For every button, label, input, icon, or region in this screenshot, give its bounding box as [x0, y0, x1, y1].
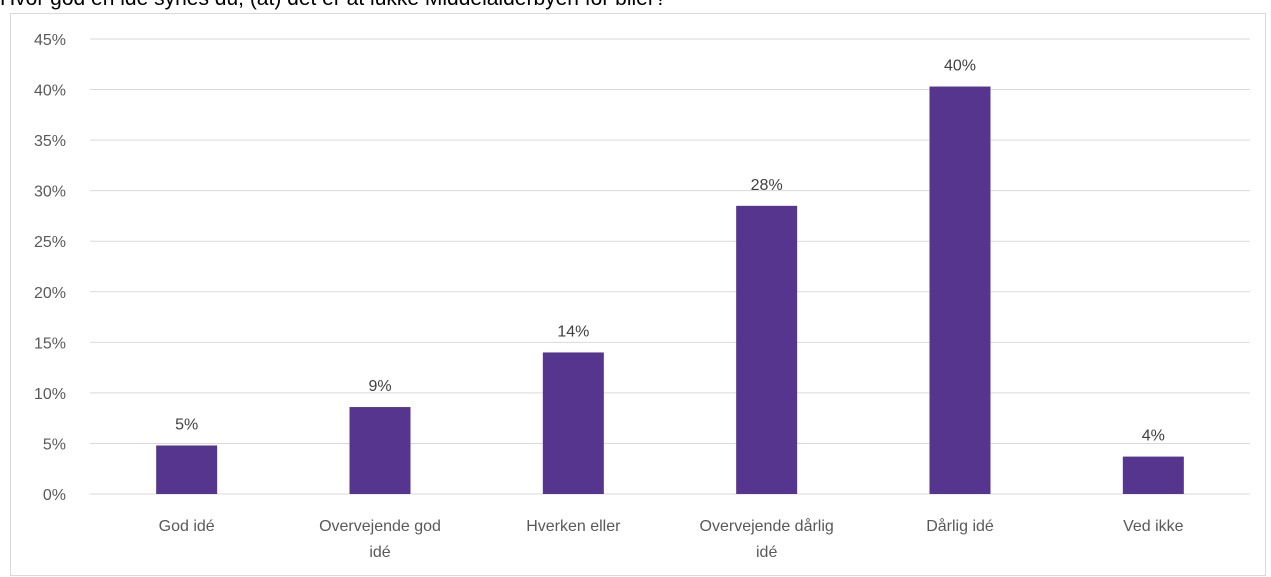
x-category-label: Overvejende dårlig: [700, 517, 834, 535]
y-tick-label: 45%: [34, 32, 66, 49]
y-tick-label: 40%: [34, 83, 66, 100]
x-category-label: God idé: [159, 518, 215, 535]
bar-value-labels: 5% 9% 14% 28% 40% 4%: [175, 58, 1165, 445]
bar: [542, 352, 604, 494]
x-category-label: Overvejende god: [319, 518, 441, 535]
bar-value-label: 5%: [175, 416, 198, 433]
x-category-label: Dårlig idé: [926, 517, 994, 535]
y-tick-label: 15%: [34, 335, 66, 352]
y-axis-ticks: 0% 5% 10% 15% 20% 25% 30% 35% 40% 45%: [34, 32, 66, 504]
gridlines: [90, 38, 1250, 495]
y-tick-label: 0%: [43, 487, 66, 504]
bar: [156, 445, 218, 494]
x-category-label: Hverken eller: [526, 518, 621, 535]
bar: [736, 205, 798, 495]
bar-value-label: 4%: [1142, 428, 1165, 445]
y-tick-label: 10%: [34, 386, 66, 403]
chart-frame: [10, 13, 1266, 576]
bars: [156, 86, 1184, 495]
bar-value-label: 40%: [944, 58, 976, 75]
y-tick-label: 5%: [43, 436, 66, 453]
bar: [1122, 456, 1184, 494]
bar-value-label: 14%: [557, 323, 589, 340]
x-category-label: idé: [756, 544, 777, 561]
y-tick-label: 30%: [34, 184, 66, 201]
chart-title: Hvor god en idé synes du, (at) det er at…: [0, 0, 1271, 12]
y-tick-label: 25%: [34, 234, 66, 251]
bar: [349, 407, 411, 494]
bar-value-label: 9%: [368, 378, 391, 395]
bar-value-label: 28%: [751, 177, 783, 194]
x-category-label: idé: [369, 544, 390, 561]
x-axis-labels: God idé Overvejende god idé Hverken eller Ov…: [159, 517, 1184, 561]
y-tick-label: 35%: [34, 133, 66, 150]
y-tick-label: 20%: [34, 285, 66, 302]
x-category-label: Ved ikke: [1123, 518, 1184, 535]
bar: [929, 86, 991, 495]
